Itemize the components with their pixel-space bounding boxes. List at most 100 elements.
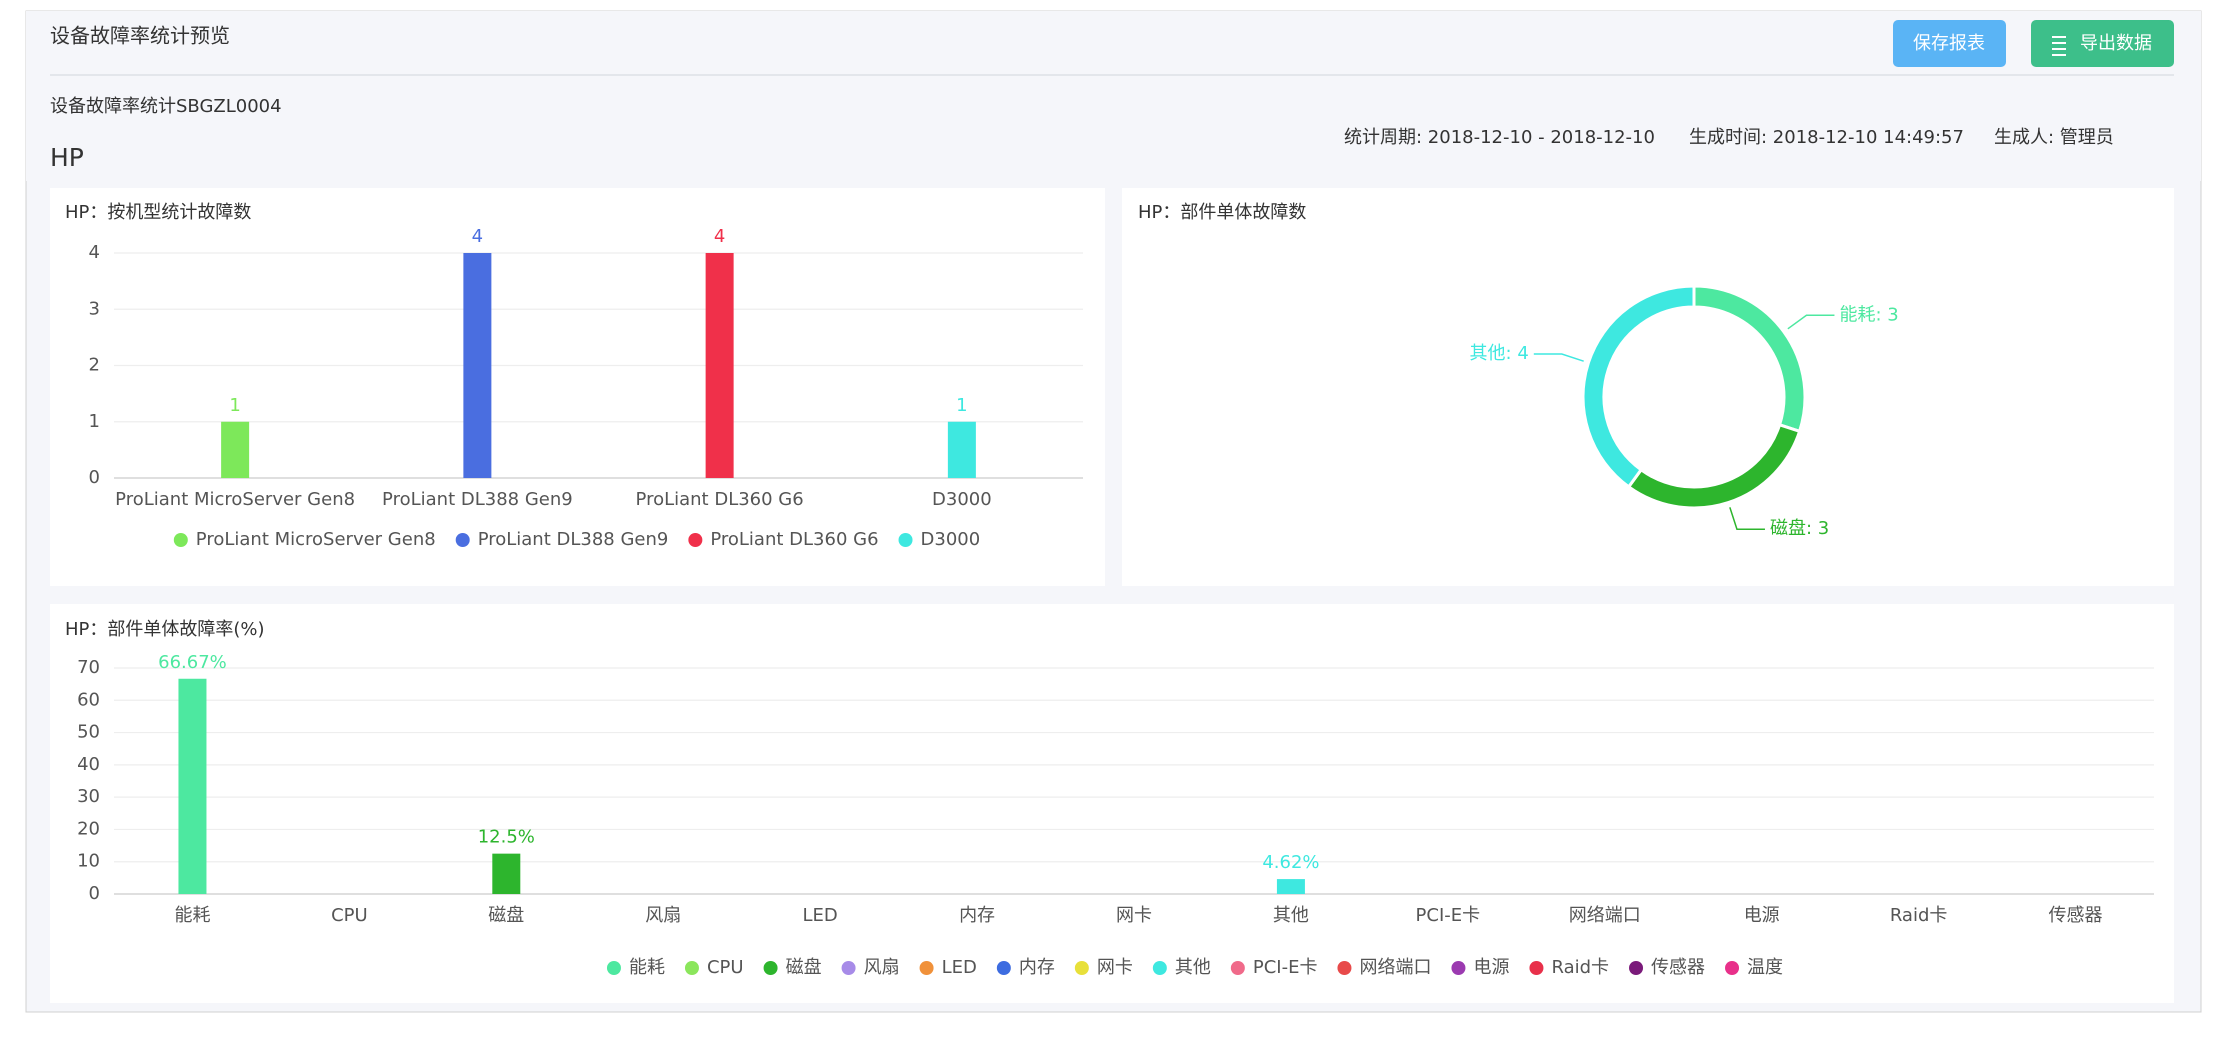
section-title: HP: [50, 143, 84, 172]
legend-label: 温度: [1747, 957, 1783, 978]
leader-line: [1533, 353, 1584, 362]
y-tick-label: 50: [77, 722, 100, 743]
legend-label: LED: [942, 957, 977, 978]
leader-line: [1787, 314, 1835, 330]
y-tick-label: 4: [89, 242, 100, 263]
legend-swatch: [455, 533, 470, 547]
legend-label: ProLiant MicroServer Gen8: [196, 529, 436, 550]
y-tick-label: 2: [89, 355, 100, 376]
y-tick-label: 0: [89, 883, 100, 904]
bar: [1276, 879, 1305, 894]
x-tick-label: LED: [803, 905, 838, 926]
legend-swatch: [763, 961, 778, 975]
x-tick-label: 磁盘: [488, 905, 524, 926]
legend-label: ProLiant DL360 G6: [710, 529, 878, 550]
export-button[interactable]: 导出数据: [2031, 20, 2174, 67]
data-label: 其他: 4: [1470, 343, 1529, 364]
legend-swatch: [1074, 961, 1089, 975]
meta: 生成人: 管理员: [1994, 127, 2114, 148]
button-label[interactable]: 保存报表: [1913, 33, 1985, 54]
x-tick-label: 其他: [1273, 905, 1309, 926]
legend-label: 磁盘: [786, 957, 822, 978]
y-tick-label: 40: [77, 754, 100, 775]
x-tick-label: ProLiant DL388 Gen9: [382, 489, 573, 510]
y-tick-label: 3: [89, 298, 100, 319]
chart-title: HP：按机型统计故障数: [65, 202, 251, 223]
legend-label: 传感器: [1651, 957, 1705, 978]
donut-segment: [1581, 284, 1696, 489]
legend-swatch: [898, 533, 913, 547]
data-label: 4: [472, 226, 483, 247]
y-tick-label: 1: [89, 411, 100, 432]
data-label: 1: [956, 395, 967, 416]
export-icon: [2052, 36, 2066, 56]
y-tick-label: 30: [77, 786, 100, 807]
button-bg[interactable]: [1893, 20, 2006, 67]
legend: ProLiant MicroServer Gen8 ProLiant DL388 …: [173, 529, 980, 550]
x-tick-label: 电源: [1744, 905, 1780, 926]
y-tick-label: 70: [77, 657, 100, 678]
x-tick-label: 风扇: [645, 905, 681, 926]
bar: [947, 421, 976, 478]
y-tick-label: 0: [89, 467, 100, 488]
data-label: 66.67%: [158, 652, 227, 673]
legend-swatch: [1230, 961, 1245, 975]
legend-swatch: [688, 533, 703, 547]
legend-label: 网络端口: [1359, 957, 1431, 978]
x-tick-label: D3000: [932, 489, 992, 510]
x-tick-label: 网络端口: [1569, 905, 1641, 926]
card: [50, 604, 2174, 1003]
y-tick-label: 10: [77, 851, 100, 872]
x-tick-label: ProLiant DL360 G6: [636, 489, 804, 510]
data-label: 磁盘: 3: [1770, 518, 1829, 539]
meta: 生成时间: 2018-12-10 14:49:57: [1689, 127, 1964, 148]
legend-swatch: [919, 961, 934, 975]
bar: [492, 853, 521, 894]
data-label: 4: [714, 226, 725, 247]
x-tick-label: Raid卡: [1890, 905, 1948, 926]
x-tick-label: 网卡: [1116, 905, 1152, 926]
legend-swatch: [1152, 961, 1167, 975]
bar: [178, 678, 207, 894]
legend-label: Raid卡: [1551, 957, 1609, 978]
legend-swatch: [996, 961, 1011, 975]
x-tick-label: 传感器: [2049, 905, 2103, 926]
chart-title: HP：部件单体故障数: [1138, 202, 1306, 223]
card: [1122, 188, 2174, 586]
button-label[interactable]: 导出数据: [2080, 33, 2152, 54]
legend-swatch: [1725, 961, 1740, 975]
legend-swatch: [841, 961, 856, 975]
legend-swatch: [1337, 961, 1352, 975]
report-id: 设备故障率统计SBGZL0004: [50, 96, 282, 117]
y-tick-label: 60: [77, 689, 100, 710]
bar: [705, 253, 734, 478]
page-title: 设备故障率统计预览: [50, 24, 230, 48]
bar: [221, 421, 250, 478]
legend: 能耗 CPU 磁盘 风扇 LED 内存 网卡 其他 PCI-E卡 网络端口 电源 Raid卡 传感器 温度: [606, 957, 1783, 978]
save-button[interactable]: 保存报表: [1893, 20, 2006, 67]
legend-label: 网卡: [1097, 957, 1133, 978]
legend-swatch: [1529, 961, 1544, 975]
legend-swatch: [173, 533, 188, 547]
leader-line: [1729, 507, 1765, 530]
data-label: 4.62%: [1262, 852, 1319, 873]
x-tick-label: ProLiant MicroServer Gen8: [115, 489, 355, 510]
legend-label: 内存: [1019, 957, 1055, 978]
legend-label: 能耗: [629, 957, 665, 978]
x-tick-label: 内存: [959, 905, 995, 926]
legend-swatch: [1451, 961, 1466, 975]
x-tick-label: PCI-E卡: [1416, 905, 1481, 926]
button-bg[interactable]: [2031, 20, 2174, 67]
data-label: 1: [229, 395, 240, 416]
legend-label: 其他: [1175, 957, 1211, 978]
legend-swatch: [684, 961, 699, 975]
x-tick-label: 能耗: [174, 905, 210, 926]
data-label: 12.5%: [478, 827, 535, 848]
legend-swatch: [606, 961, 621, 975]
header-bg: [26, 11, 2201, 181]
legend-swatch: [1629, 961, 1644, 975]
meta: 统计周期: 2018-12-10 - 2018-12-10: [1344, 127, 1655, 148]
legend-label: 电源: [1473, 957, 1509, 978]
